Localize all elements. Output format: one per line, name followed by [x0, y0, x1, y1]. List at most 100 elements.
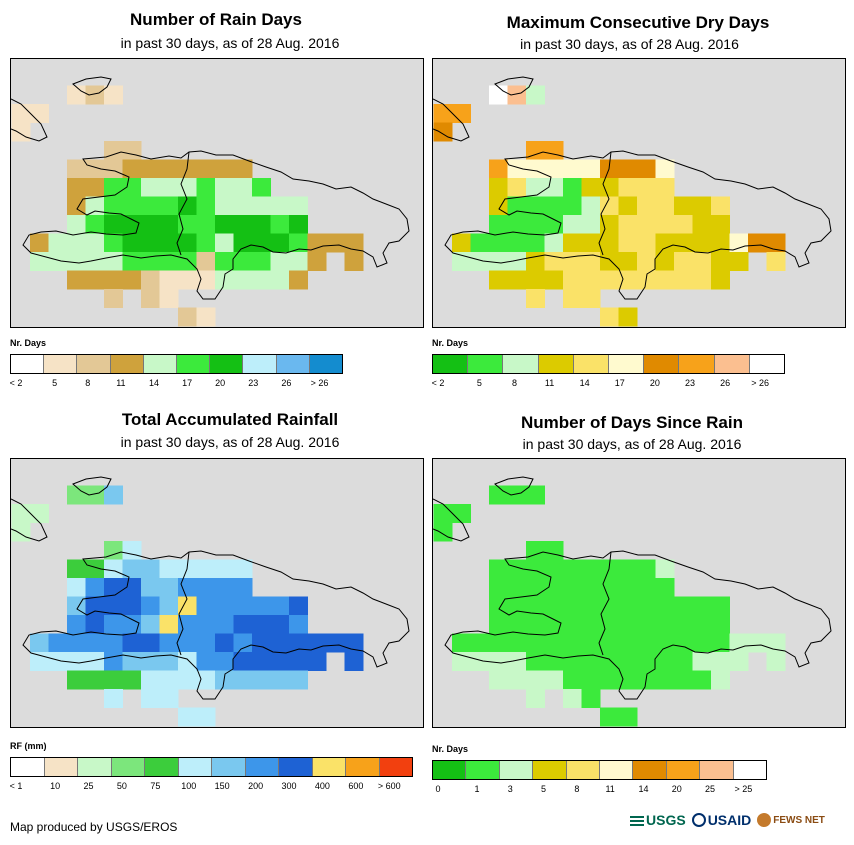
- grid-cell: [344, 633, 364, 653]
- legend-swatch: [533, 761, 567, 779]
- grid-cell: [159, 652, 179, 671]
- grid-cell: [196, 615, 216, 634]
- grid-cell: [581, 652, 601, 671]
- legend-label: < 2: [9, 378, 23, 388]
- grid-cell: [85, 196, 105, 216]
- grid-cell: [122, 159, 142, 179]
- grid-cell: [507, 159, 527, 179]
- grid-cell: [233, 596, 253, 616]
- legend-swatch: [212, 758, 246, 776]
- grid-cell: [196, 578, 216, 597]
- fewsnet-globe-icon: [757, 813, 772, 827]
- grid-cell: [67, 559, 86, 579]
- legend-swatch: [245, 758, 279, 776]
- grid-cell: [711, 633, 730, 653]
- grid-cell: [544, 596, 564, 616]
- grid-cell: [122, 141, 142, 160]
- grid-cell: [618, 215, 638, 234]
- grid-cell: [637, 215, 656, 234]
- grid-cell: [674, 670, 693, 690]
- grid-cell: [563, 270, 582, 290]
- grid-cell: [104, 689, 123, 708]
- grid-cell: [159, 633, 179, 653]
- legend-label: 14: [579, 378, 590, 388]
- coastline-cuba: [11, 98, 48, 142]
- grid-cell: [470, 233, 490, 253]
- grid-cell: [67, 652, 86, 671]
- panel-subtitle-dry-days: in past 30 days, as of 28 Aug. 2016: [520, 36, 739, 52]
- map-rainfall: [10, 458, 424, 728]
- legend-label: 10: [50, 781, 61, 791]
- grid-cell: [141, 578, 160, 597]
- grid-cell: [581, 270, 601, 290]
- grid-cell: [233, 252, 253, 271]
- grid-cell: [270, 615, 290, 634]
- grid-cell: [637, 233, 656, 253]
- grid-cell: [122, 633, 142, 653]
- grid-cell: [581, 615, 601, 634]
- grid-cell: [85, 652, 105, 671]
- grid-cell: [507, 252, 527, 271]
- usgs-logo: USGS: [630, 812, 686, 828]
- grid-cell: [233, 559, 253, 579]
- panel-subtitle-rainfall: in past 30 days, as of 28 Aug. 2016: [120, 434, 340, 450]
- grid-cell: [141, 159, 160, 179]
- legend-swatch: [679, 355, 715, 373]
- grid-cell: [600, 233, 619, 253]
- grid-cell: [104, 141, 123, 160]
- grid-cell: [563, 178, 582, 197]
- grid-cell: [122, 196, 142, 216]
- grid-cell: [85, 578, 105, 597]
- panel-title-rainfall: Total Accumulated Rainfall: [121, 410, 339, 429]
- legend-swatch: [178, 758, 212, 776]
- grid-cell: [544, 541, 564, 560]
- grid-cell: [270, 270, 290, 290]
- legend-label: 17: [614, 378, 625, 388]
- grid-cell: [196, 670, 216, 690]
- grid-cell: [581, 215, 601, 234]
- grid-cell: [122, 541, 142, 560]
- grid-cell: [581, 689, 601, 708]
- grid-cell: [196, 159, 216, 179]
- legend-label: 26: [720, 378, 731, 388]
- usaid-logo: USAID: [691, 812, 751, 828]
- legend-swatch: [276, 355, 310, 373]
- grid-cell: [581, 196, 601, 216]
- grid-cell: [526, 159, 545, 179]
- grid-cell: [104, 541, 123, 560]
- grid-cell: [67, 215, 86, 234]
- grid-cell: [655, 159, 675, 179]
- grid-cell: [11, 504, 31, 523]
- grid-cell: [104, 159, 123, 179]
- grid-cell: [233, 178, 253, 197]
- grid-cell: [196, 196, 216, 216]
- grid-cell: [252, 633, 271, 653]
- grid-cell: [178, 233, 197, 253]
- grid-cell: [233, 196, 253, 216]
- grid-cell: [11, 522, 31, 542]
- grid-cell: [104, 215, 123, 234]
- grid-cell: [159, 559, 179, 579]
- grid-cell: [655, 652, 675, 671]
- grid-cell: [563, 689, 582, 708]
- grid-cell: [637, 559, 656, 579]
- grid-cell: [618, 178, 638, 197]
- legend-label: 300: [281, 781, 297, 791]
- grid-cell: [104, 596, 123, 616]
- grid-cell: [215, 196, 234, 216]
- grid-cell: [692, 215, 712, 234]
- legend-swatch: [433, 355, 469, 373]
- grid-cell: [618, 559, 638, 579]
- grid-cell: [600, 252, 619, 271]
- grid-cell: [252, 233, 271, 253]
- grid-cell: [215, 615, 234, 634]
- grid-cell: [526, 141, 545, 160]
- grid-cell: [581, 578, 601, 597]
- grid-cell: [104, 485, 123, 505]
- grid-cell: [67, 85, 86, 105]
- legend-swatch: [749, 355, 785, 373]
- legend-label: 8: [511, 378, 517, 388]
- grid-cell: [85, 670, 105, 690]
- grid-cell: [526, 289, 545, 308]
- panel-title-rain-days: Number of Rain Days: [130, 10, 302, 29]
